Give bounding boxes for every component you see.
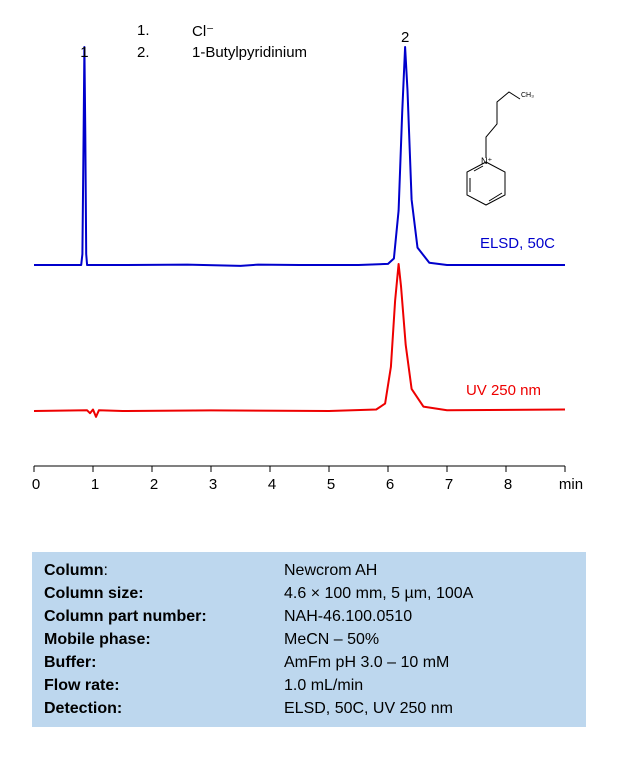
- info-label: Mobile phase:: [44, 631, 151, 648]
- info-label: Column:: [44, 562, 108, 579]
- legend-number: 2.: [137, 44, 150, 61]
- info-value: 4.6 × 100 mm, 5 µm, 100A: [284, 585, 474, 602]
- chromatogram-chart: 0 1 2 3 4 5 6 7 8 min 12 ELSD, 50C UV 250 nm CH₃ …: [32, 29, 583, 493]
- info-label: Detection:: [44, 700, 123, 717]
- x-tick-label: 8: [504, 476, 512, 493]
- info-value: NAH-46.100.0510: [284, 608, 413, 625]
- series-label-elsd: ELSD, 50C: [480, 235, 555, 252]
- info-label: Column size:: [44, 585, 144, 602]
- legend-compound-name: 1-Butylpyridinium: [192, 44, 308, 61]
- structure-n-label: N⁺: [481, 156, 492, 166]
- peak-label: 1: [80, 44, 88, 61]
- series-layer: [33, 46, 566, 418]
- legend-number: 1.: [137, 22, 150, 39]
- info-value: MeCN – 50%: [284, 631, 380, 648]
- x-tick-label: 0: [32, 476, 40, 493]
- info-value: ELSD, 50C, UV 250 nm: [284, 700, 453, 717]
- x-tick-label: 1: [91, 476, 99, 493]
- info-value: AmFm pH 3.0 – 10 mM: [284, 654, 450, 671]
- x-axis-ticks: 0 1 2 3 4 5 6 7 8 min: [32, 466, 583, 493]
- x-tick-label: 6: [386, 476, 394, 493]
- structure-ch3-label: CH₃: [521, 92, 534, 99]
- series-line-uv: [33, 263, 566, 418]
- legend-compound-name: Cl⁻: [192, 23, 215, 40]
- x-tick-label: 4: [268, 476, 276, 493]
- info-label: Buffer:: [44, 654, 97, 671]
- peak-labels: 12: [80, 29, 409, 61]
- series-label-uv: UV 250 nm: [466, 382, 541, 399]
- info-value: 1.0 mL/min: [284, 677, 364, 694]
- x-tick-label: 7: [445, 476, 453, 493]
- x-tick-label: min: [559, 476, 583, 493]
- info-value: Newcrom AH: [284, 562, 378, 579]
- x-tick-label: 3: [209, 476, 217, 493]
- peak-label: 2: [401, 29, 409, 46]
- x-tick-label: 5: [327, 476, 335, 493]
- info-label: Flow rate:: [44, 677, 120, 694]
- info-label: Column part number:: [44, 608, 207, 625]
- method-info-panel: Column: Newcrom AH Column size: 4.6 × 10…: [32, 552, 586, 727]
- butylpyridinium-structure-icon: [466, 91, 521, 206]
- x-tick-label: 2: [150, 476, 158, 493]
- series-line-elsd: [34, 46, 565, 267]
